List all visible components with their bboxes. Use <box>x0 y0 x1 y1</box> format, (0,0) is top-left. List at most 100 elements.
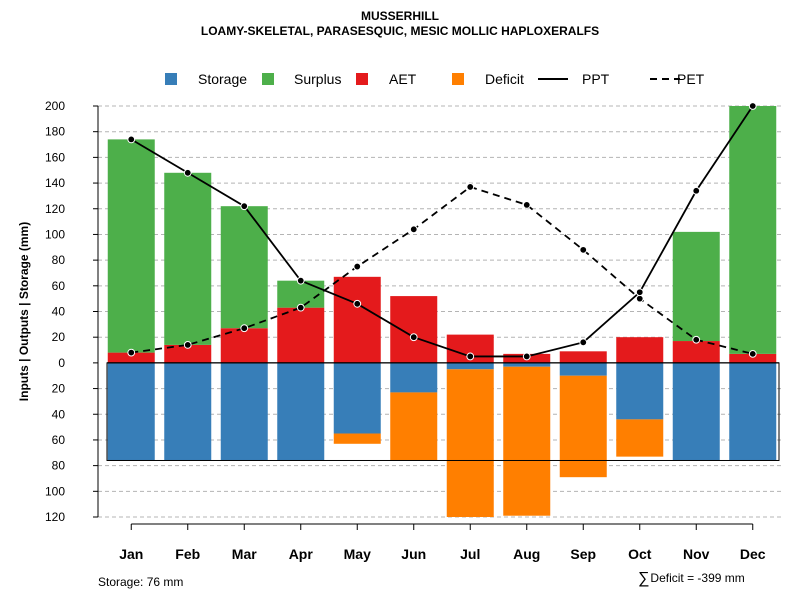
aet-bar-dec <box>729 353 777 363</box>
y-tick-label: 40 <box>52 407 66 421</box>
y-tick-label: 80 <box>52 459 66 473</box>
pet-point-apr <box>296 303 305 312</box>
aet-bar-nov <box>672 341 720 363</box>
deficit-bar-oct <box>616 419 664 457</box>
pet-point-nov <box>692 335 701 344</box>
grid-lines <box>98 105 781 518</box>
ppt-point-may <box>353 299 362 308</box>
axes: 2001801601401201008060402002040608010012… <box>17 99 766 562</box>
surplus-bar-dec <box>729 106 777 354</box>
pet-point-aug <box>522 200 531 209</box>
ppt-point-feb <box>183 168 192 177</box>
x-tick-label-jan: Jan <box>119 546 143 562</box>
ppt-point-apr <box>296 276 305 285</box>
x-tick-label-jun: Jun <box>401 546 426 562</box>
ppt-point-nov <box>692 186 701 195</box>
y-tick-label: 20 <box>52 382 66 396</box>
pet-point-may <box>353 262 362 271</box>
x-tick-label-apr: Apr <box>289 546 314 562</box>
surplus-bar-feb <box>164 172 212 345</box>
aet-bar-apr <box>277 307 325 363</box>
x-tick-label-sep: Sep <box>570 546 596 562</box>
bars <box>107 106 777 517</box>
legend-label-pet: PET <box>677 71 705 87</box>
ppt-point-jun <box>409 333 418 342</box>
deficit-note: ∑Deficit = -399 mm <box>638 570 745 588</box>
aet-bar-oct <box>616 337 664 363</box>
surplus-bar-apr <box>277 280 325 308</box>
x-tick-label-feb: Feb <box>175 546 200 562</box>
storage-bar-mar <box>220 362 268 461</box>
y-tick-label: 60 <box>52 433 66 447</box>
deficit-bar-sep <box>559 375 607 478</box>
surplus-bar-jan <box>107 139 155 353</box>
ppt-point-oct <box>635 288 644 297</box>
x-tick-label-oct: Oct <box>628 546 652 562</box>
legend-swatch-storage <box>165 73 177 85</box>
y-tick-label: 180 <box>45 125 65 139</box>
x-tick-label-aug: Aug <box>513 546 540 562</box>
x-tick-label-dec: Dec <box>740 546 766 562</box>
legend-label-ppt: PPT <box>582 71 610 87</box>
storage-bar-feb <box>164 362 212 461</box>
storage-bar-sep <box>559 362 607 376</box>
storage-bar-aug <box>503 362 551 367</box>
y-tick-label: 100 <box>45 227 65 241</box>
deficit-bar-jun <box>390 392 438 461</box>
ppt-point-sep <box>579 338 588 347</box>
legend-label-aet: AET <box>389 71 417 87</box>
y-tick-label: 80 <box>52 253 66 267</box>
legend-swatch-aet <box>356 73 368 85</box>
legend-swatch-deficit <box>452 73 464 85</box>
y-tick-label: 120 <box>45 510 65 524</box>
ppt-point-jul <box>466 352 475 361</box>
aet-bar-jan <box>107 352 155 363</box>
ppt-point-aug <box>522 352 531 361</box>
ppt-point-dec <box>748 102 757 110</box>
deficit-text: Deficit = -399 mm <box>650 571 745 585</box>
pet-point-oct <box>635 294 644 303</box>
aet-bar-jun <box>390 296 438 363</box>
legend-swatch-surplus <box>262 73 274 85</box>
storage-bar-jul <box>446 362 494 370</box>
storage-bar-nov <box>672 362 720 461</box>
deficit-bar-aug <box>503 366 551 516</box>
aet-bar-mar <box>220 328 268 363</box>
y-tick-label: 160 <box>45 150 65 164</box>
pet-point-jan <box>127 348 136 357</box>
storage-bar-oct <box>616 362 664 420</box>
storage-bar-apr <box>277 362 325 461</box>
lines <box>127 102 757 361</box>
y-tick-label: 200 <box>45 99 65 113</box>
y-tick-label: 100 <box>45 484 65 498</box>
x-tick-label-jul: Jul <box>460 546 480 562</box>
deficit-bar-jul <box>446 369 494 517</box>
y-tick-label: 60 <box>52 279 66 293</box>
surplus-bar-mar <box>220 206 268 329</box>
pet-point-jul <box>466 183 475 191</box>
pet-point-mar <box>240 324 249 333</box>
y-tick-label: 140 <box>45 176 65 190</box>
pet-line <box>131 185 753 355</box>
storage-bar-may <box>333 362 381 434</box>
surplus-bar-nov <box>672 231 720 342</box>
pet-point-jun <box>409 225 418 234</box>
x-tick-label-mar: Mar <box>232 546 257 562</box>
pet-point-sep <box>579 245 588 254</box>
storage-bar-jan <box>107 362 155 461</box>
x-tick-label-may: May <box>344 546 371 562</box>
storage-note: Storage: 76 mm <box>98 575 184 589</box>
pet-point-dec <box>748 349 757 358</box>
y-tick-label: 120 <box>45 202 65 216</box>
aet-bar-feb <box>164 344 212 363</box>
storage-bar-dec <box>729 362 777 461</box>
legend-label-surplus: Surplus <box>294 71 341 87</box>
storage-frame <box>106 362 780 461</box>
sigma-symbol: ∑ <box>638 570 650 587</box>
ppt-point-jan <box>127 135 136 144</box>
y-axis-label: Inputs | Outputs | Storage (mm) <box>17 222 31 401</box>
deficit-bar-may <box>333 433 381 444</box>
ppt-point-mar <box>240 202 249 211</box>
legend-label-storage: Storage <box>198 71 247 87</box>
